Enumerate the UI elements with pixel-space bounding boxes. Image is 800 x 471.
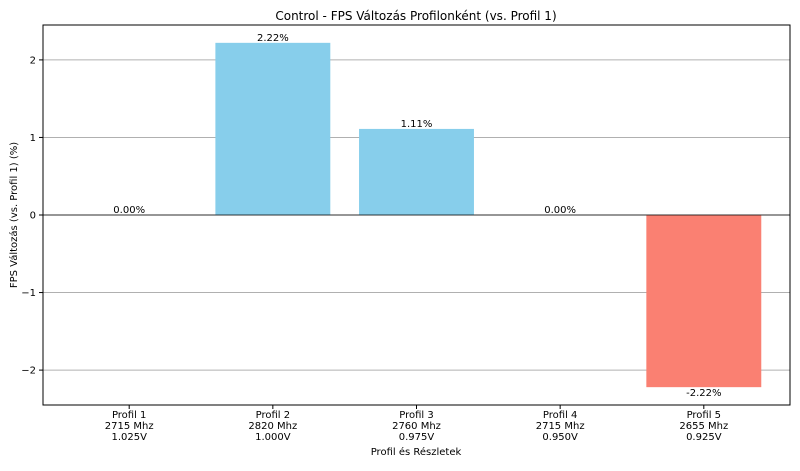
x-tick-label-line: 2760 Mhz <box>392 421 441 432</box>
y-tick-label: −1 <box>21 288 36 299</box>
bar <box>215 42 331 216</box>
x-axis-title: Profil és Részletek <box>371 446 462 458</box>
x-tick-label: Profil 3 2760 Mhz 0.975V <box>392 410 441 443</box>
bar <box>646 215 762 388</box>
y-tick-label: 2 <box>30 55 36 66</box>
x-tick-label-line: Profil 5 <box>687 410 721 421</box>
x-tick-label-line: 1.025V <box>111 432 147 443</box>
x-tick-label-line: 2715 Mhz <box>105 421 154 432</box>
data-label: -2.22% <box>686 388 721 399</box>
bar <box>359 128 474 215</box>
x-tick-label-line: 2820 Mhz <box>248 421 297 432</box>
data-label: 0.00% <box>544 205 576 216</box>
data-label: 2.22% <box>257 33 289 44</box>
x-tick-label-line: 0.975V <box>399 432 435 443</box>
y-axis-title: FPS Változás (vs. Profil 1) (%) <box>8 142 20 288</box>
chart-title: Control - FPS Változás Profilonként (vs.… <box>275 9 556 23</box>
x-tick-label: Profil 2 2820 Mhz 1.000V <box>248 410 297 443</box>
x-tick-label-line: Profil 4 <box>543 410 577 421</box>
x-tick-label-line: 2655 Mhz <box>679 421 728 432</box>
y-tick-label: 0 <box>30 211 36 222</box>
data-labels: 0.00% 2.22% 1.11% 0.00% -2.22% <box>113 33 721 399</box>
x-tick-label: Profil 1 2715 Mhz 1.025V <box>105 410 154 443</box>
x-tick-label-line: Profil 3 <box>399 410 433 421</box>
y-tick-label: −2 <box>21 366 36 377</box>
x-tick-label-line: 1.000V <box>255 432 291 443</box>
bars <box>215 42 762 388</box>
data-label: 0.00% <box>113 205 145 216</box>
x-tick-label-line: Profil 1 <box>112 410 146 421</box>
x-tick-label: Profil 5 2655 Mhz 0.925V <box>679 410 728 443</box>
y-tick-label: 1 <box>30 133 36 144</box>
x-tick-label: Profil 4 2715 Mhz 0.950V <box>536 410 585 443</box>
x-tick-label-line: 0.925V <box>686 432 722 443</box>
x-tick-label-line: 0.950V <box>542 432 578 443</box>
data-label: 1.11% <box>401 119 433 130</box>
y-axis-ticks: −2 −1 0 1 2 <box>21 55 43 377</box>
x-tick-label-line: Profil 2 <box>256 410 290 421</box>
x-tick-label-line: 2715 Mhz <box>536 421 585 432</box>
